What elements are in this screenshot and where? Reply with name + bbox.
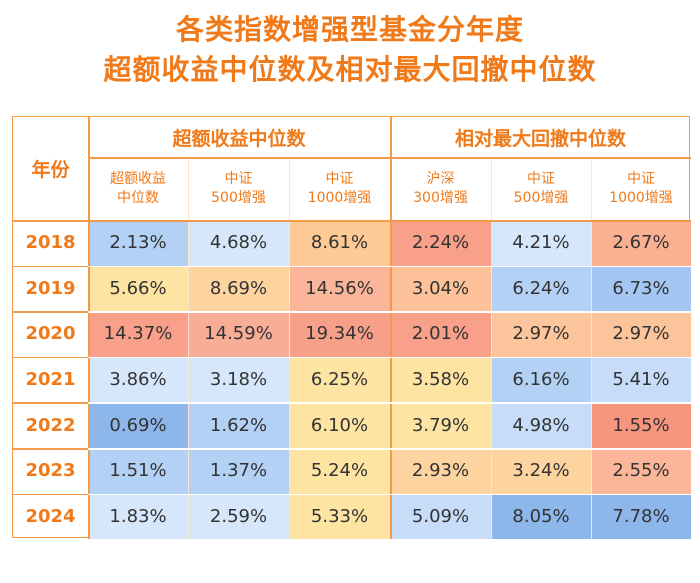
group-header-relative-drawdown: 相对最大回撤中位数 [454, 127, 626, 150]
table-cell: 1.37% [188, 448, 289, 494]
table-cell: 3.04% [390, 265, 491, 312]
divider [13, 493, 88, 496]
group-header-excess-return: 超额收益中位数 [172, 127, 306, 150]
column-header: 中证 500增强 [513, 170, 569, 206]
row-year-label: 2019 [25, 277, 76, 299]
table-cell: 14.59% [188, 311, 289, 357]
divider [88, 117, 90, 539]
divider [13, 311, 88, 313]
divider [13, 356, 88, 359]
divider [88, 265, 691, 268]
table-cell: 5.41% [591, 356, 691, 403]
table-cell: 2.24% [390, 220, 491, 266]
table-cell: 14.37% [88, 311, 188, 357]
table-cell: 5.33% [289, 493, 390, 540]
column-header: 超额收益 中位数 [110, 170, 166, 206]
table-cell: 2.93% [390, 448, 491, 494]
table-cell: 6.73% [591, 265, 691, 312]
table-cell: 2.59% [188, 493, 289, 540]
table-cell: 8.69% [188, 265, 289, 312]
table-cell: 2.55% [591, 448, 691, 494]
column-header: 沪深 300增强 [413, 170, 468, 206]
table-cell: 0.69% [88, 402, 188, 448]
table-cell: 1.83% [88, 493, 188, 540]
title-line-1: 各类指数增强型基金分年度 [175, 13, 524, 46]
divider [88, 448, 691, 450]
divider [88, 157, 691, 159]
table-cell: 8.05% [491, 493, 591, 540]
table-cell: 2.01% [390, 311, 491, 357]
table-cell: 1.51% [88, 448, 188, 494]
divider [491, 157, 492, 539]
row-year-label: 2022 [25, 414, 76, 436]
title-line-2: 超额收益中位数及相对最大回撤中位数 [103, 53, 597, 86]
column-header: 中证 1000增强 [609, 170, 673, 206]
divider [88, 356, 691, 359]
table-cell: 6.24% [491, 265, 591, 312]
divider [188, 157, 189, 539]
column-header: 中证 500增强 [211, 170, 266, 206]
table-cell: 3.86% [88, 356, 188, 403]
row-year-label: 2024 [25, 505, 76, 527]
divider [289, 157, 290, 539]
table-cell: 1.62% [188, 402, 289, 448]
table-cell: 3.79% [390, 402, 491, 448]
table-cell: 2.97% [591, 311, 691, 357]
table-cell: 6.10% [289, 402, 390, 448]
table-cell: 5.09% [390, 493, 491, 540]
data-table: 年份 超额收益中位数 相对最大回撤中位数超额收益 中位数 中证 500增强 中证 100… [12, 116, 691, 540]
table-cell: 14.56% [289, 265, 390, 312]
divider [591, 157, 592, 539]
table-cell: 6.16% [491, 356, 591, 403]
divider [13, 220, 691, 222]
column-header: 中证 1000增强 [307, 170, 372, 206]
table-cell: 2.13% [88, 220, 188, 266]
table-cell: 6.25% [289, 356, 390, 403]
divider [13, 265, 88, 268]
table-cell: 1.55% [591, 402, 691, 448]
table-cell: 3.24% [491, 448, 591, 494]
table-cell: 2.67% [591, 220, 691, 266]
row-year-label: 2020 [25, 323, 76, 345]
table-cell: 7.78% [591, 493, 691, 540]
table-cell: 8.61% [289, 220, 390, 266]
table-cell: 4.98% [491, 402, 591, 448]
table-cell: 5.24% [289, 448, 390, 494]
divider [390, 117, 392, 539]
divider [88, 493, 691, 496]
row-year-label: 2018 [25, 232, 76, 254]
table-cell: 3.18% [188, 356, 289, 403]
year-column-header: 年份 [31, 159, 70, 181]
divider [13, 402, 88, 404]
row-year-label: 2021 [25, 369, 76, 391]
divider [13, 448, 88, 450]
table-cell: 4.68% [188, 220, 289, 266]
row-year-label: 2023 [25, 460, 76, 482]
table-cell: 2.97% [491, 311, 591, 357]
table-cell: 5.66% [88, 265, 188, 312]
divider [88, 311, 691, 313]
divider [88, 402, 691, 404]
table-cell: 19.34% [289, 311, 390, 357]
table-cell: 4.21% [491, 220, 591, 266]
table-cell: 3.58% [390, 356, 491, 403]
